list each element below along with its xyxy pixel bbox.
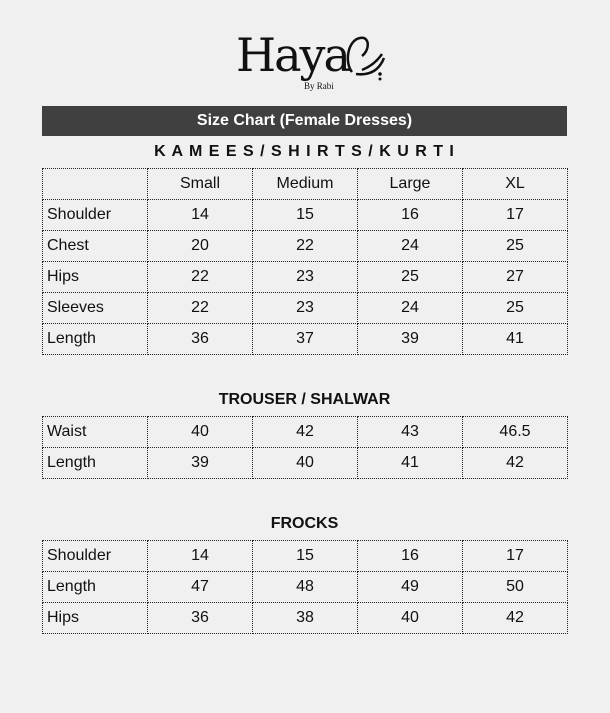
table-row: Length 36 37 39 41 (42, 323, 568, 355)
cell-value: 42 (462, 602, 568, 634)
trouser-table: Waist 40 42 43 46.5 Length 39 40 41 42 (42, 416, 568, 479)
table-row: Hips 22 23 25 27 (42, 261, 568, 293)
column-header (42, 168, 148, 200)
column-header: Medium (252, 168, 358, 200)
cell-value: 40 (147, 416, 253, 448)
cell-value: 15 (252, 540, 358, 572)
cell-value: 25 (462, 292, 568, 324)
table-row: Waist 40 42 43 46.5 (42, 416, 568, 448)
logo-tagline: By Rabi (304, 81, 334, 91)
cell-value: 41 (357, 447, 463, 479)
table-row: Hips 36 38 40 42 (42, 602, 568, 634)
cell-value: 22 (252, 230, 358, 262)
cell-value: 48 (252, 571, 358, 603)
cell-value: 23 (252, 261, 358, 293)
cell-value: 25 (357, 261, 463, 293)
table-header-row: Small Medium Large XL (42, 168, 568, 200)
brand-logo: Haya By Rabi (232, 28, 392, 98)
cell-value: 50 (462, 571, 568, 603)
cell-value: 39 (357, 323, 463, 355)
cell-value: 17 (462, 199, 568, 231)
column-header: Large (357, 168, 463, 200)
row-label: Length (42, 571, 148, 603)
table-row: Length 47 48 49 50 (42, 571, 568, 603)
cell-value: 22 (147, 261, 253, 293)
section-title-trouser: TROUSER / SHALWAR (218, 391, 391, 408)
table-row: Chest 20 22 24 25 (42, 230, 568, 262)
column-header: Small (147, 168, 253, 200)
cell-value: 16 (357, 199, 463, 231)
cell-value: 24 (357, 230, 463, 262)
cell-value: 27 (462, 261, 568, 293)
cell-value: 24 (357, 292, 463, 324)
size-chart-header: Size Chart (Female Dresses) (42, 106, 567, 136)
cell-value: 46.5 (462, 416, 568, 448)
table-row: Shoulder 14 15 16 17 (42, 540, 568, 572)
cell-value: 47 (147, 571, 253, 603)
cell-value: 15 (252, 199, 358, 231)
row-label: Length (42, 447, 148, 479)
cell-value: 39 (147, 447, 253, 479)
section-title-kamees: K A M E E S / S H I R T S / K U R T I (154, 143, 455, 160)
row-label: Shoulder (42, 540, 148, 572)
cell-value: 14 (147, 540, 253, 572)
cell-value: 22 (147, 292, 253, 324)
cell-value: 25 (462, 230, 568, 262)
cell-value: 40 (252, 447, 358, 479)
cell-value: 16 (357, 540, 463, 572)
row-label: Shoulder (42, 199, 148, 231)
table-row: Sleeves 22 23 24 25 (42, 292, 568, 324)
cell-value: 42 (252, 416, 358, 448)
cell-value: 41 (462, 323, 568, 355)
row-label: Length (42, 323, 148, 355)
logo-swan-icon (346, 36, 386, 81)
cell-value: 20 (147, 230, 253, 262)
row-label: Sleeves (42, 292, 148, 324)
cell-value: 36 (147, 602, 253, 634)
cell-value: 37 (252, 323, 358, 355)
cell-value: 43 (357, 416, 463, 448)
logo-name: Haya (236, 28, 351, 82)
cell-value: 40 (357, 602, 463, 634)
table-row: Length 39 40 41 42 (42, 447, 568, 479)
row-label: Hips (42, 602, 148, 634)
table-row: Shoulder 14 15 16 17 (42, 199, 568, 231)
column-header: XL (462, 168, 568, 200)
cell-value: 38 (252, 602, 358, 634)
cell-value: 14 (147, 199, 253, 231)
section-title-frocks: FROCKS (270, 515, 339, 532)
row-label: Chest (42, 230, 148, 262)
cell-value: 49 (357, 571, 463, 603)
cell-value: 17 (462, 540, 568, 572)
row-label: Hips (42, 261, 148, 293)
cell-value: 23 (252, 292, 358, 324)
frocks-table: Shoulder 14 15 16 17 Length 47 48 49 50 Hips 36 38 40… (42, 540, 568, 634)
row-label: Waist (42, 416, 148, 448)
cell-value: 42 (462, 447, 568, 479)
cell-value: 36 (147, 323, 253, 355)
kamees-table: Small Medium Large XL Shoulder 14 15 16 17 Ch… (42, 168, 568, 355)
